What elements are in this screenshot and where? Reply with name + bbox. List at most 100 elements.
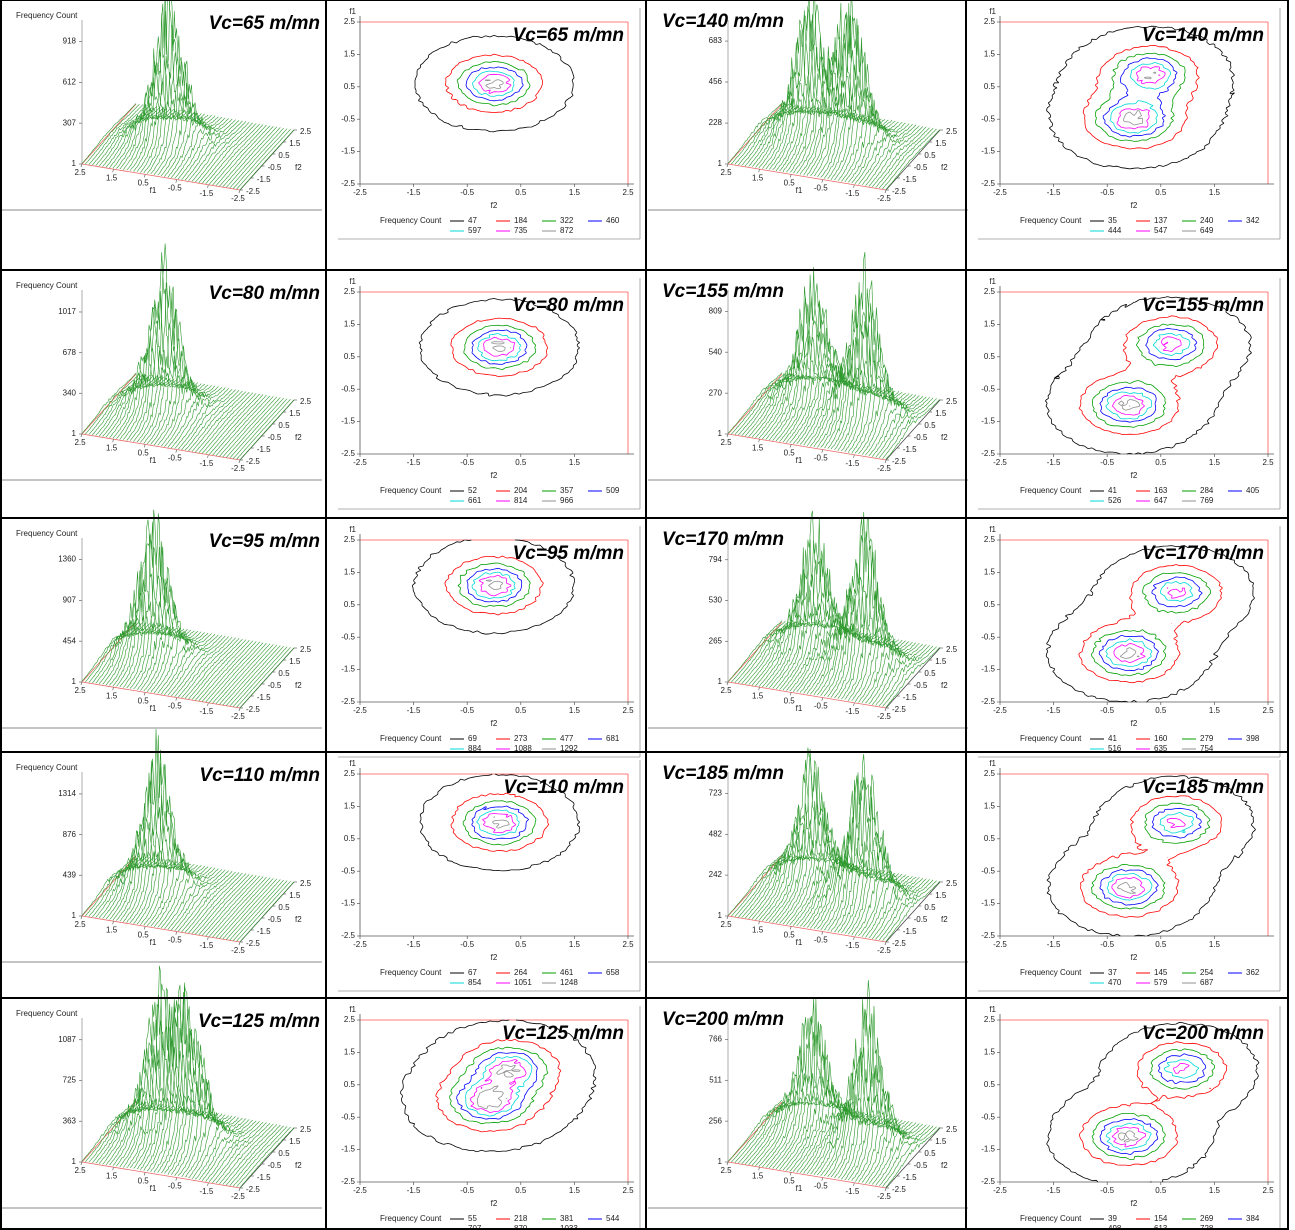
- surface-line: [181, 1082, 236, 1178]
- surface-line: [229, 645, 284, 707]
- surface-line: [198, 640, 254, 702]
- legend-label: 381: [560, 1214, 574, 1223]
- surface: [81, 0, 295, 190]
- x-tick-label: 0.5: [515, 1186, 527, 1195]
- x-tick-label: -1.5: [407, 940, 421, 949]
- surface-line: [875, 645, 930, 706]
- x-tick: [884, 459, 887, 464]
- y-tick-label: -0.5: [914, 915, 928, 924]
- y-tick-label: 1.5: [289, 1137, 301, 1146]
- y-tick-label: -2.5: [981, 697, 995, 706]
- contour-line: [483, 336, 516, 357]
- y-tick-label: 2.5: [984, 535, 996, 544]
- x-tick: [238, 459, 241, 464]
- surface-line: [85, 373, 140, 435]
- panel: Vc=170 m/mn 1 265 530 794 2.5 1.5 0.5 -0.5 -1.5 -2…: [648, 510, 968, 729]
- x-tick-label: 1.5: [752, 443, 764, 452]
- surface-line: [847, 109, 903, 183]
- surface-line: [734, 855, 790, 917]
- y-axis-label: f1: [989, 7, 996, 16]
- surface-line: [878, 645, 934, 707]
- surface-line: [109, 372, 164, 438]
- x-tick-label: 1.5: [752, 691, 764, 700]
- z-tick-label: 265: [709, 636, 723, 645]
- x-tick-label: -1.5: [200, 189, 214, 198]
- y-tick-label: 1.5: [344, 802, 356, 811]
- contour-line: [478, 574, 512, 597]
- y-axis-label: f1: [989, 525, 996, 534]
- x-tick-label: -1.5: [200, 941, 214, 950]
- x-tick-label: 1.5: [1209, 706, 1221, 715]
- y-tick-label: 0.5: [344, 352, 356, 361]
- legend-label: 814: [514, 496, 528, 505]
- z-tick-label: 612: [63, 78, 77, 87]
- x-tick-label: 1.5: [569, 1186, 581, 1195]
- legend-title: Frequency Count: [380, 1214, 442, 1223]
- surface-line: [775, 997, 831, 1170]
- y-tick-label: -2.5: [246, 939, 260, 948]
- x-tick-label: -0.5: [168, 936, 182, 945]
- surface-line: [858, 367, 913, 455]
- contour-line: [1082, 45, 1200, 150]
- surface-line: [226, 879, 281, 940]
- surface-line: [232, 880, 288, 941]
- contour-line: [1080, 795, 1222, 918]
- panel: Vc=125 m/mn -2.5 -1.5 -0.5 0.5 1.5 2.5 -2.5 -1.5…: [341, 1005, 641, 1230]
- base-edge: [885, 647, 941, 709]
- surface-line: [872, 644, 927, 705]
- z-tick-label: 242: [709, 870, 723, 879]
- contour-line: [1119, 647, 1140, 659]
- x-axis-label: f1: [150, 186, 157, 195]
- surface-line: [191, 873, 247, 934]
- x-tick-label: 1.5: [1209, 1186, 1221, 1195]
- surface-line: [105, 106, 161, 168]
- base-edge: [81, 433, 241, 461]
- surface-line: [229, 1125, 284, 1187]
- y-tick-label: 2.5: [946, 645, 958, 654]
- surface-line: [772, 10, 827, 171]
- surface-line: [195, 640, 250, 701]
- surface-line: [844, 280, 900, 452]
- y-tick-label: -0.5: [981, 384, 995, 393]
- y-tick-label: 1.5: [935, 1137, 947, 1146]
- x-axis-label: f2: [1131, 719, 1138, 728]
- x-tick-label: -1.5: [200, 459, 214, 468]
- surface-line: [738, 1101, 793, 1164]
- x-tick-label: 2.5: [720, 438, 732, 447]
- y-tick-label: -2.5: [341, 1177, 355, 1186]
- legend-label: 269: [1200, 1214, 1214, 1223]
- contour-line: [471, 329, 528, 365]
- y-tick-label: 1.5: [289, 139, 301, 148]
- legend-title: Frequency Count: [380, 486, 442, 495]
- z-tick-label: 256: [709, 1116, 723, 1125]
- surface-line: [755, 608, 810, 687]
- x-tick: [853, 702, 855, 706]
- surface-line: [191, 639, 247, 700]
- y-axis-label: f2: [295, 1161, 302, 1170]
- surface-line: [212, 642, 267, 704]
- surface-line: [734, 621, 790, 683]
- surface-line: [143, 585, 199, 692]
- contour-line: [1105, 333, 1191, 420]
- surface-line: [841, 288, 896, 452]
- y-tick-label: 0.5: [344, 82, 356, 91]
- x-tick-label: -0.5: [460, 1186, 474, 1195]
- legend-label: 1292: [560, 744, 578, 753]
- surface-line: [147, 838, 202, 926]
- x-tick: [238, 707, 241, 712]
- y-axis-label: f1: [349, 759, 356, 768]
- surface-line: [841, 979, 896, 1180]
- x-tick-label: -0.5: [1100, 1186, 1114, 1195]
- x-tick-label: 2.5: [1262, 706, 1274, 715]
- x-tick-label: 2.5: [1262, 458, 1274, 467]
- y-tick-label: -2.5: [246, 187, 260, 196]
- surface-line: [109, 589, 164, 686]
- legend-label: 342: [1246, 216, 1260, 225]
- surface-line: [744, 622, 800, 685]
- x-tick: [758, 439, 760, 443]
- surface-line: [184, 872, 240, 933]
- y-tick-label: 2.5: [984, 1015, 996, 1024]
- surface-line: [222, 126, 278, 188]
- surface: [727, 510, 941, 708]
- surface-line: [147, 11, 202, 174]
